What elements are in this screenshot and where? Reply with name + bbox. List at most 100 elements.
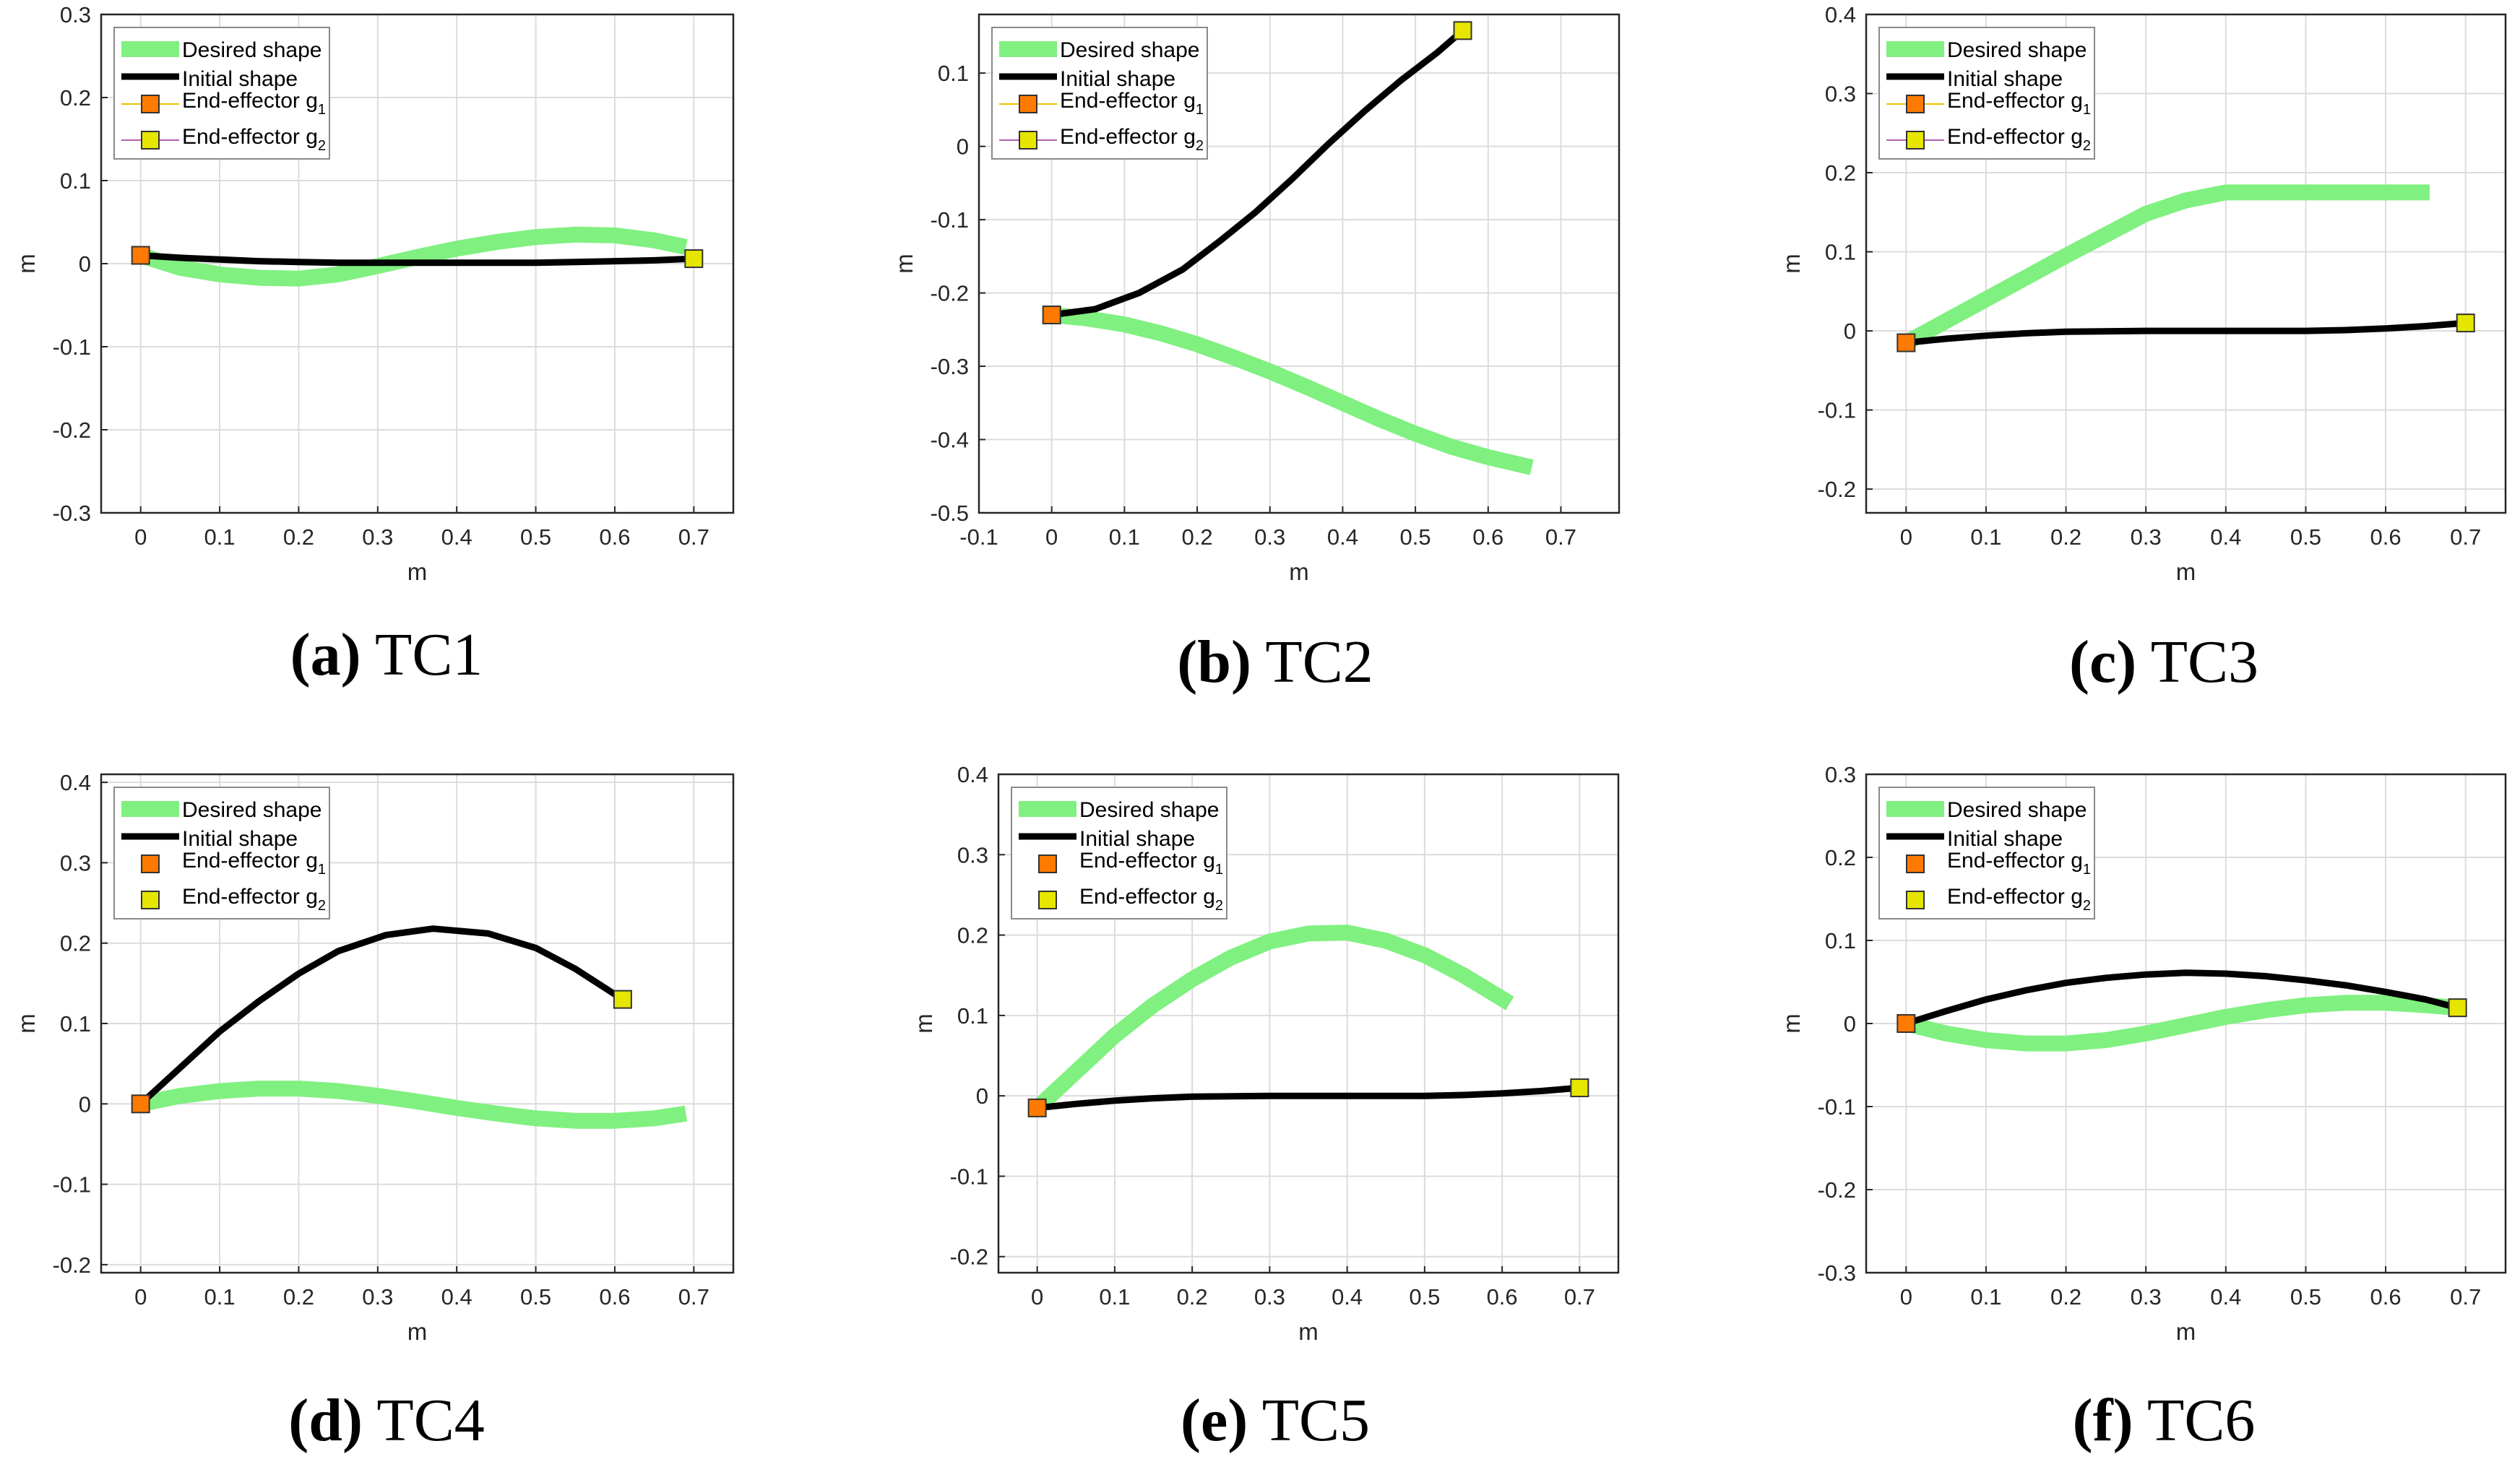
axes-frame: [1865, 773, 2507, 1274]
axes-frame: [997, 773, 1620, 1274]
caption-f: (f) TC6: [2073, 1385, 2256, 1455]
caption-a-name: TC1: [375, 621, 483, 688]
y-tick-label: -0.1: [931, 207, 969, 233]
y-tick-label: 0.1: [938, 61, 969, 86]
y-tick-label: -0.1: [53, 334, 91, 360]
x-tick-label: 0.4: [2210, 1284, 2241, 1310]
end-effector-g1-marker: [131, 246, 150, 265]
legend-initial-label: Initial shape: [182, 67, 298, 91]
legend-ee1-swatch: [1906, 854, 1925, 873]
x-tick-label: 0.3: [1254, 524, 1285, 550]
end-effector-g2-marker: [613, 990, 632, 1009]
series-group: [1902, 184, 2469, 350]
panel-c: 0 0.1 0.2 0.3 0.4 0.5 0.6 0.7 -0.2 -0.1 0 0.1 0.2 0.3…: [1778, 2, 2507, 585]
legend-initial-label: Initial shape: [1947, 67, 2063, 91]
x-tick-label: 0.1: [1109, 524, 1140, 550]
x-tick-label: 0.6: [2370, 1284, 2402, 1310]
y-axis-label: m: [1778, 254, 1805, 274]
caption-e-name: TC5: [1261, 1387, 1371, 1454]
end-effector-g1-marker: [131, 1094, 150, 1114]
x-tick-label: 0.6: [599, 1284, 630, 1310]
legend-ee1-subscript: 1: [1196, 102, 1204, 118]
y-tick-label: 0.1: [1825, 240, 1856, 265]
y-tick-label: -0.2: [950, 1245, 988, 1270]
x-tick-label: 0.2: [1181, 524, 1212, 550]
y-tick-label: 0: [79, 1091, 91, 1117]
y-tick-label: 0.4: [1825, 2, 1856, 27]
series-group: [1048, 27, 1534, 475]
legend-desired-label: Desired shape: [1060, 38, 1199, 62]
y-tick-label: 0.2: [60, 931, 91, 956]
x-tick-label: 0.2: [2050, 1284, 2081, 1310]
end-effector-g2-marker: [1453, 21, 1472, 40]
caption-b-name: TC2: [1265, 628, 1373, 696]
initial-shape-line: [137, 925, 626, 1107]
y-tick-label: -0.3: [53, 501, 91, 526]
y-tick-label: 0.4: [60, 770, 91, 795]
series-group: [137, 226, 697, 287]
x-tick-label: 0: [1900, 524, 1912, 550]
caption-e: (e) TC5: [1181, 1385, 1370, 1455]
legend-ee2-subscript: 2: [2083, 138, 2091, 154]
legend-ee2-swatch: [141, 131, 160, 150]
x-tick-label: 0: [1031, 1284, 1043, 1310]
x-tick-label: 0.4: [1327, 524, 1358, 550]
y-tick-label: -0.2: [1818, 1177, 1856, 1203]
caption-c: (c) TC3: [2069, 627, 2258, 697]
caption-f-name: TC6: [2147, 1387, 2256, 1454]
initial-shape-line: [1902, 969, 2461, 1027]
y-tick-label: 0.3: [1825, 82, 1856, 107]
y-tick-label: -0.4: [931, 428, 969, 453]
end-effector-g2-marker: [2456, 313, 2475, 333]
y-tick-label: 0.2: [1825, 845, 1856, 870]
axes-frame: [100, 773, 735, 1274]
y-tick-label: -0.1: [1818, 1094, 1856, 1120]
end-effector-g2-marker: [2448, 998, 2467, 1018]
x-tick-label: 0.1: [204, 524, 236, 550]
legend-ee2-subscript: 2: [318, 138, 326, 154]
y-tick-label: -0.1: [1818, 398, 1856, 423]
x-tick-label: 0.7: [1545, 524, 1576, 550]
legend-ee1-swatch: [141, 854, 160, 873]
legend-desired-label: Desired shape: [182, 38, 322, 62]
x-tick-label: 0.1: [1099, 1284, 1130, 1310]
panel-b: -0.1 0 0.1 0.2 0.3 0.4 0.5 0.6 0.7 -0.5 -0.4 -0.3 -0…: [891, 13, 1621, 585]
legend-ee2-swatch: [1906, 131, 1925, 150]
x-tick-label: 0.5: [520, 524, 551, 550]
caption-a-label: (a): [290, 621, 361, 688]
end-effector-g1-marker: [1897, 1014, 1916, 1033]
x-axis-label: m: [1289, 558, 1309, 585]
x-tick-label: 0.3: [2131, 524, 2162, 550]
x-tick-label: 0.4: [441, 1284, 473, 1310]
x-axis-label: m: [2176, 1318, 2196, 1345]
initial-shape-line: [137, 252, 697, 267]
legend-ee1-subscript: 1: [2083, 862, 2091, 878]
x-tick-label: 0.4: [441, 524, 473, 550]
legend-ee2-swatch: [1906, 891, 1925, 909]
x-tick-label: 0.1: [204, 1284, 236, 1310]
y-axis-label: m: [891, 254, 918, 274]
legend-ee1-swatch: [1019, 95, 1037, 113]
x-tick-label: 0.2: [1177, 1284, 1208, 1310]
x-tick-label: 0.4: [2210, 524, 2241, 550]
caption-c-label: (c): [2068, 628, 2137, 696]
x-tick-label: 0.2: [283, 1284, 314, 1310]
x-tick-label: 0.5: [2290, 524, 2321, 550]
legend-desired-label: Desired shape: [1079, 798, 1219, 822]
desired-shape-line: [139, 1081, 688, 1129]
y-tick-label: 0.1: [957, 1003, 988, 1029]
initial-shape-line: [1048, 27, 1466, 319]
legend-ee2-swatch: [1038, 891, 1057, 909]
x-tick-label: 0.6: [1487, 1284, 1518, 1310]
legend-ee1-subscript: 1: [2083, 102, 2091, 118]
y-tick-label: 0.2: [1825, 160, 1856, 186]
x-tick-label: 0: [134, 1284, 147, 1310]
legend-initial-label: Initial shape: [182, 827, 298, 851]
desired-shape-line: [1902, 184, 2430, 350]
caption-e-label: (e): [1180, 1387, 1248, 1454]
